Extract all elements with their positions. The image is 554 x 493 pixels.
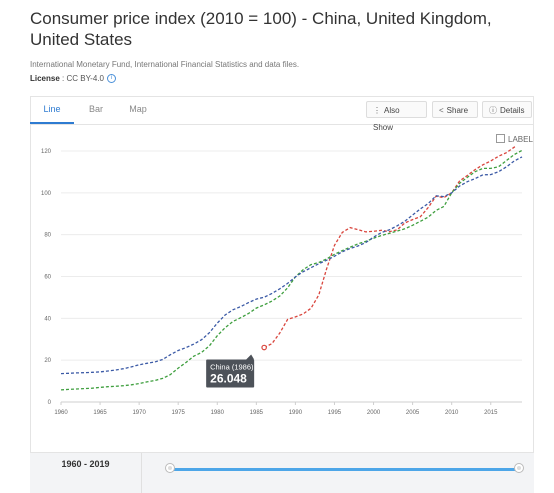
x-tick-label: 1995: [328, 410, 342, 416]
details-button[interactable]: ⓘ Details: [482, 101, 532, 118]
tooltip-title: China (1986): [210, 363, 254, 372]
y-tick-label: 100: [41, 191, 52, 197]
y-tick-label: 120: [41, 149, 52, 155]
x-tick-label: 2005: [406, 410, 420, 416]
x-tick-label: 1975: [172, 410, 186, 416]
share-icon: <: [439, 106, 444, 115]
series-line-united-kingdom[interactable]: [60, 149, 523, 391]
range-label: 1960 - 2019: [30, 453, 142, 493]
license-label: License: [30, 74, 60, 83]
highlight-point[interactable]: [261, 344, 267, 351]
highlight-marker[interactable]: [261, 344, 267, 351]
tooltip-arrow: [246, 354, 255, 360]
y-axis: 0 20 40 60 80 100 120: [41, 149, 52, 406]
y-tick-label: 40: [44, 316, 51, 322]
kebab-icon: ⋮: [373, 106, 381, 115]
share-button[interactable]: < Share: [432, 101, 478, 118]
info-circle-icon: ⓘ: [489, 106, 497, 115]
checkbox-icon: [496, 134, 505, 143]
x-tick-label: 1965: [93, 410, 107, 416]
tooltip: China (1986) 26.048: [206, 354, 255, 388]
range-slider-handle-start[interactable]: [165, 463, 175, 473]
x-tick-label: 1990: [289, 410, 303, 416]
label-toggle[interactable]: LABEL: [496, 134, 533, 144]
y-tick-label: 20: [44, 358, 51, 364]
range-slider-handle-end[interactable]: [514, 463, 524, 473]
x-tick-label: 2015: [484, 410, 498, 416]
range-bar: 1960 - 2019: [30, 452, 534, 493]
series-line-united-states[interactable]: [60, 156, 523, 375]
tab-map[interactable]: Map: [129, 104, 147, 114]
also-show-button[interactable]: ⋮ Also Show: [366, 101, 427, 132]
line-chart: 0 20 40 60 80 100 120 1960 1965 1970 1975 1980 1985…: [41, 146, 523, 416]
tooltip-box: [206, 359, 255, 388]
x-tick-label: 1980: [211, 410, 225, 416]
grid: [61, 150, 522, 403]
range-slider-track[interactable]: [170, 468, 520, 471]
info-icon[interactable]: i: [106, 74, 116, 84]
y-tick-label: 60: [44, 275, 51, 281]
x-tick-label: 2010: [445, 410, 459, 416]
y-tick-label: 0: [48, 400, 52, 406]
x-tick-label: 1970: [132, 410, 146, 416]
x-tick-label: 1985: [250, 410, 264, 416]
page-title: Consumer price index (2010 = 100) - Chin…: [30, 9, 492, 49]
tab-line[interactable]: Line: [30, 96, 74, 124]
series-lines: [60, 146, 523, 391]
source-text: International Monetary Fund, Internation…: [30, 60, 300, 69]
tab-bar[interactable]: Bar: [88, 104, 103, 114]
tooltip-value: 26.048: [210, 372, 247, 386]
x-tick-label: 2000: [367, 410, 381, 416]
y-tick-label: 80: [44, 233, 51, 239]
license: License : CC BY-4.0 i: [30, 74, 116, 84]
x-tick-label: 1960: [54, 410, 68, 416]
x-axis: 1960 1965 1970 1975 1980 1985 1990 1995 2000 2005…: [54, 402, 498, 416]
chart-panel: [30, 96, 534, 493]
license-value: CC BY-4.0: [66, 74, 104, 83]
series-line-china[interactable]: [263, 146, 522, 349]
chart-tabs: Line Bar Map: [30, 96, 534, 125]
